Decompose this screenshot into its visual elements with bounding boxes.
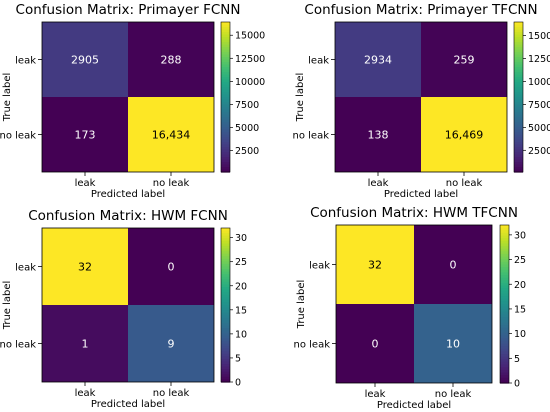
cell-value-label: 10 [446,338,460,351]
heatmap-cell [42,22,128,97]
heatmap-frame [334,21,508,173]
heatmap-cell [42,228,128,305]
x-tick-label: leak [75,178,96,189]
y-tick-label: leak [15,263,36,274]
heatmap-cell [335,22,421,97]
x-axis-label: Predicted label [377,400,451,411]
x-tick-label: no leak [446,178,483,189]
colorbar-tick-label: 2500 [235,146,259,157]
x-tick-label: no leak [153,178,190,189]
heatmap-cell [421,22,507,97]
colorbar-tick-label: 10 [235,329,247,340]
cell-value-label: 173 [75,129,96,142]
colorbar-tick-label: 5 [514,354,520,365]
y-tick-label: no leak [294,340,331,351]
colorbar-tick-label: 10 [514,329,526,340]
heatmap-cell [414,304,492,383]
x-tick-label: no leak [435,389,472,400]
colorbar-tick-label: 15000 [528,31,550,42]
heatmap-cell [42,305,128,382]
heatmap-frame [41,21,215,173]
chart-title: Confusion Matrix: Primayer FCNN [16,2,241,18]
confusion-matrix-panel-3: Confusion Matrix: HWM FCNN 32 0 1 9 leak no le… [0,208,247,410]
cell-value-label: 138 [368,129,389,142]
colorbar-tick-label: 10000 [235,77,265,88]
y-tick-label: no leak [293,131,330,142]
x-axis-label: Predicted label [91,399,165,410]
colorbar-tick-label: 20 [235,281,247,292]
confusion-matrix-panel-2: Confusion Matrix: Primayer TFCNN 2934 259 1… [293,2,550,200]
colorbar-tick-label: 7500 [235,100,259,111]
cell-value-label: 0 [372,338,379,351]
heatmap-cell [335,97,421,172]
heatmap-cell [128,305,214,382]
confusion-matrix-panel-1: Confusion Matrix: Primayer FCNN 2905 288 17… [0,2,265,200]
colorbar-tick-label: 15 [514,304,526,315]
y-axis-label: True label [2,73,13,123]
colorbar-tick-label: 25 [514,255,526,266]
x-tick-label: leak [365,389,386,400]
cell-value-label: 32 [78,261,92,274]
heatmap-frame [41,227,215,383]
cell-value-label: 9 [168,338,175,351]
cell-value-label: 2905 [71,54,99,67]
heatmap-cell [336,225,414,304]
chart-title: Confusion Matrix: Primayer TFCNN [304,2,537,18]
colorbar-tick-label: 2500 [528,146,550,157]
colorbar-tick-label: 0 [514,379,520,390]
colorbar-tick-label: 12500 [235,54,265,65]
colorbar-tick-label: 25 [235,257,247,268]
confusion-matrix-panel-4: Confusion Matrix: HWM TFCNN 32 0 0 10 leak no … [294,205,527,411]
cell-value-label: 16,469 [445,129,484,142]
y-tick-label: leak [15,56,36,67]
colorbar-tick-label: 12500 [528,54,550,65]
cell-value-label: 288 [161,54,182,67]
colorbar-tick-label: 10000 [528,77,550,88]
heatmap-cell [421,97,507,172]
colorbar-tick-label: 30 [514,230,526,241]
x-tick-label: leak [75,388,96,399]
cell-value-label: 32 [368,259,382,272]
colorbar [220,21,231,173]
heatmap-cell [128,228,214,305]
heatmap-cell [128,22,214,97]
x-tick-label: no leak [153,388,190,399]
colorbar [220,227,231,383]
chart-title: Confusion Matrix: HWM FCNN [28,208,228,224]
colorbar-tick-label: 7500 [528,100,550,111]
y-tick-label: no leak [0,340,36,351]
cell-value-label: 0 [168,261,175,274]
colorbar-tick-label: 30 [235,233,247,244]
heatmap-cell [128,97,214,172]
x-axis-label: Predicted label [91,189,165,200]
cell-value-label: 0 [450,259,457,272]
heatmap-cell [336,304,414,383]
colorbar-tick-label: 15000 [235,31,265,42]
colorbar-tick-label: 15 [235,305,247,316]
colorbar-tick-label: 5000 [235,123,259,134]
y-axis-label: True label [2,281,13,331]
colorbar [499,224,510,384]
chart-title: Confusion Matrix: HWM TFCNN [310,205,518,221]
x-axis-label: Predicted label [384,189,458,200]
heatmap-cell [42,97,128,172]
y-axis-label: True label [295,73,306,123]
y-tick-label: leak [309,261,330,272]
cell-value-label: 16,434 [152,129,191,142]
cell-value-label: 2934 [364,54,392,67]
colorbar-tick-label: 0 [235,378,241,389]
heatmap-frame [335,224,493,384]
colorbar [513,21,524,173]
y-tick-label: no leak [0,131,36,142]
colorbar-tick-label: 5000 [528,123,550,134]
cell-value-label: 259 [454,54,475,67]
colorbar-tick-label: 20 [514,280,526,291]
heatmap-cell [414,225,492,304]
y-tick-label: leak [308,56,329,67]
cell-value-label: 1 [82,338,89,351]
x-tick-label: leak [368,178,389,189]
colorbar-tick-label: 5 [235,353,241,364]
y-axis-label: True label [296,280,307,330]
